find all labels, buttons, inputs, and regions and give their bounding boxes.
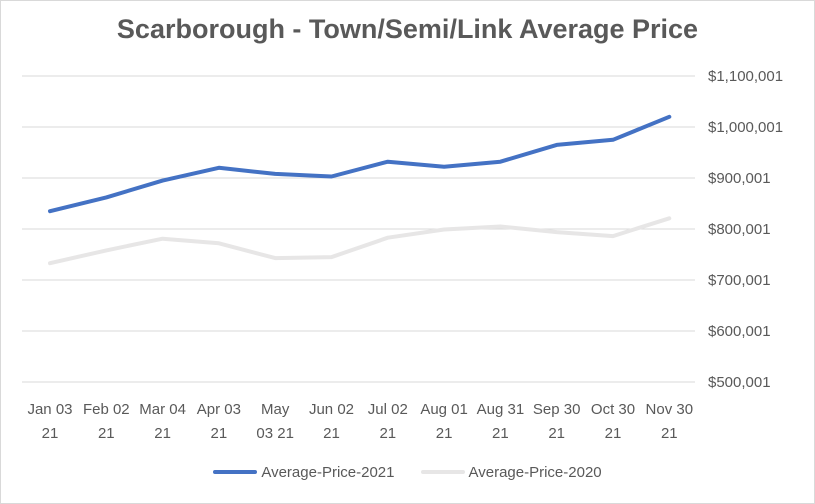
x-tick-label: Sep 30 xyxy=(533,401,581,418)
series-line-2021 xyxy=(48,114,672,214)
y-tick-label: $1,100,001 xyxy=(708,68,783,85)
y-tick-label: $700,001 xyxy=(708,272,771,289)
y-tick-label: $1,000,001 xyxy=(708,119,783,136)
x-tick-label: Aug 01 xyxy=(420,401,468,418)
legend: Average-Price-2021 Average-Price-2020 xyxy=(0,460,815,484)
y-tick-label: $500,001 xyxy=(708,374,771,391)
legend-item-2020[interactable]: Average-Price-2020 xyxy=(420,463,602,481)
y-axis-ticks: $500,001 $600,001 $700,001 $800,001 $900,001… xyxy=(708,68,783,391)
gridlines xyxy=(22,75,695,383)
x-tick-label: Jun 02 xyxy=(309,401,354,418)
x-tick-label: 21 xyxy=(98,425,115,442)
x-axis-ticks: Jan 03 21 Feb 02 21 Mar 04 21 Apr 03 21 May 03 21… xyxy=(27,401,693,442)
x-tick-label: Nov 30 xyxy=(646,401,694,418)
y-tick-label: $600,001 xyxy=(708,323,771,340)
x-tick-label: 21 xyxy=(605,425,622,442)
x-tick-label: 21 xyxy=(436,425,453,442)
series-lines xyxy=(48,114,672,266)
x-tick-label: 21 xyxy=(661,425,678,442)
x-tick-label: 21 xyxy=(379,425,396,442)
x-tick-label: 21 xyxy=(548,425,565,442)
x-tick-label: Feb 02 xyxy=(83,401,130,418)
x-tick-label: 21 xyxy=(154,425,171,442)
legend-label-2021: Average-Price-2021 xyxy=(261,463,395,481)
x-tick-label: Oct 30 xyxy=(591,401,635,418)
y-tick-label: $900,001 xyxy=(708,170,771,187)
x-tick-label: Jan 03 xyxy=(27,401,72,418)
x-tick-label: Apr 03 xyxy=(197,401,241,418)
legend-label-2020: Average-Price-2020 xyxy=(468,463,602,481)
x-tick-label: Aug 31 xyxy=(477,401,525,418)
legend-item-2021[interactable]: Average-Price-2021 xyxy=(213,463,395,481)
x-tick-label: Mar 04 xyxy=(139,401,186,418)
legend-swatch-2021 xyxy=(213,470,258,474)
x-tick-label: Jul 02 xyxy=(368,401,408,418)
x-tick-label: 21 xyxy=(42,425,59,442)
series-line-2020 xyxy=(48,216,672,266)
x-tick-label: 21 xyxy=(492,425,509,442)
x-tick-label: May xyxy=(261,401,290,418)
y-tick-label: $800,001 xyxy=(708,221,771,238)
x-tick-label: 21 xyxy=(323,425,340,442)
x-tick-label: 03 21 xyxy=(256,425,294,442)
x-tick-label: 21 xyxy=(211,425,228,442)
chart-title: Scarborough - Town/Semi/Link Average Pri… xyxy=(116,14,699,44)
legend-swatch-2020 xyxy=(420,470,465,474)
